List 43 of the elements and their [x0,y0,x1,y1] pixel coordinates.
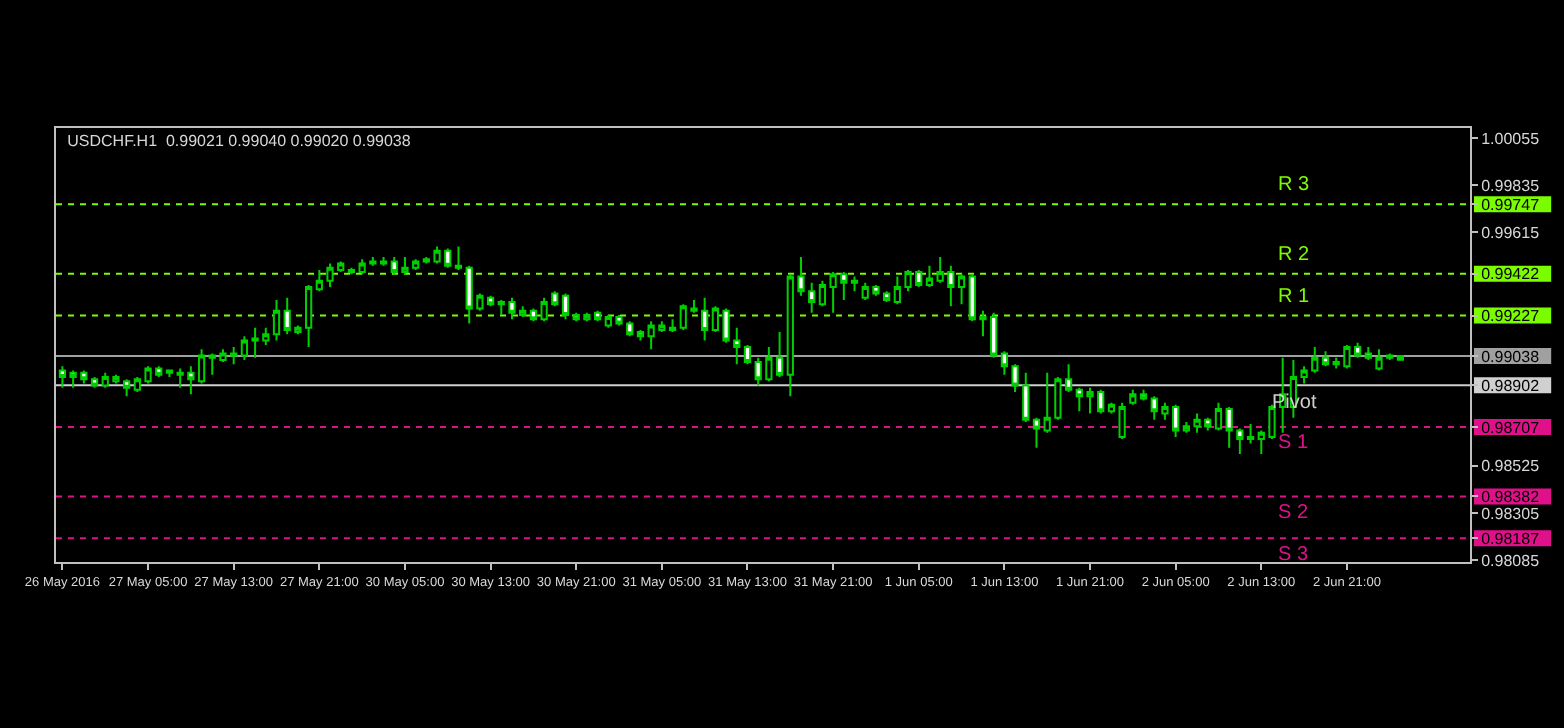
y-tick-label: 0.98187 [1481,529,1541,548]
ref-line-label: R 3 [1278,174,1310,196]
candlestick [636,328,645,342]
candlestick [743,343,752,366]
y-tick-label: 0.99835 [1481,176,1541,195]
y-tick-label: 0.98525 [1481,457,1541,476]
ref-line-label: R 1 [1278,286,1310,308]
ref-line-label: S 2 [1278,502,1309,524]
y-tick-label: 0.98707 [1481,418,1541,437]
y-tick-label: 0.99747 [1481,195,1541,214]
candlestick [1396,354,1405,361]
candlestick [58,365,67,389]
y-tick-label: 0.98085 [1481,551,1541,570]
candlestick [454,245,463,271]
candlestick [1246,423,1255,445]
y-tick-label: 0.99038 [1481,347,1541,366]
candlestick [1118,401,1126,441]
candlestick [1139,388,1148,402]
candlestick [1214,401,1223,432]
candlestick [925,264,934,289]
candlestick [379,256,388,267]
y-tick-label: 0.99615 [1481,224,1541,243]
candlestick [1321,350,1330,368]
candlestick [1032,416,1041,449]
candlestick [1129,388,1137,406]
y-tick-label: 0.98382 [1481,488,1541,507]
candlestick [957,273,966,306]
candlestick [90,376,99,389]
candlestick [668,318,677,334]
y-tick-label: 0.99422 [1481,265,1541,284]
ref-line-label: R 2 [1278,244,1310,266]
y-tick-label: 0.99227 [1481,307,1541,326]
candlestick [272,298,281,342]
ref-line-label: S 1 [1278,432,1309,454]
chart-title: USDCHF.H1 0.99021 0.99040 0.99020 0.99038 [67,131,412,150]
candlestick [561,292,570,321]
y-tick-label: 0.98902 [1481,376,1541,395]
y-tick-label: 1.00055 [1481,129,1541,148]
ref-line-label: S 3 [1278,544,1309,566]
y-tick-label: 0.98305 [1481,504,1541,523]
candlestick [165,369,174,378]
candlestick [1107,401,1116,415]
candlestick [850,275,859,293]
